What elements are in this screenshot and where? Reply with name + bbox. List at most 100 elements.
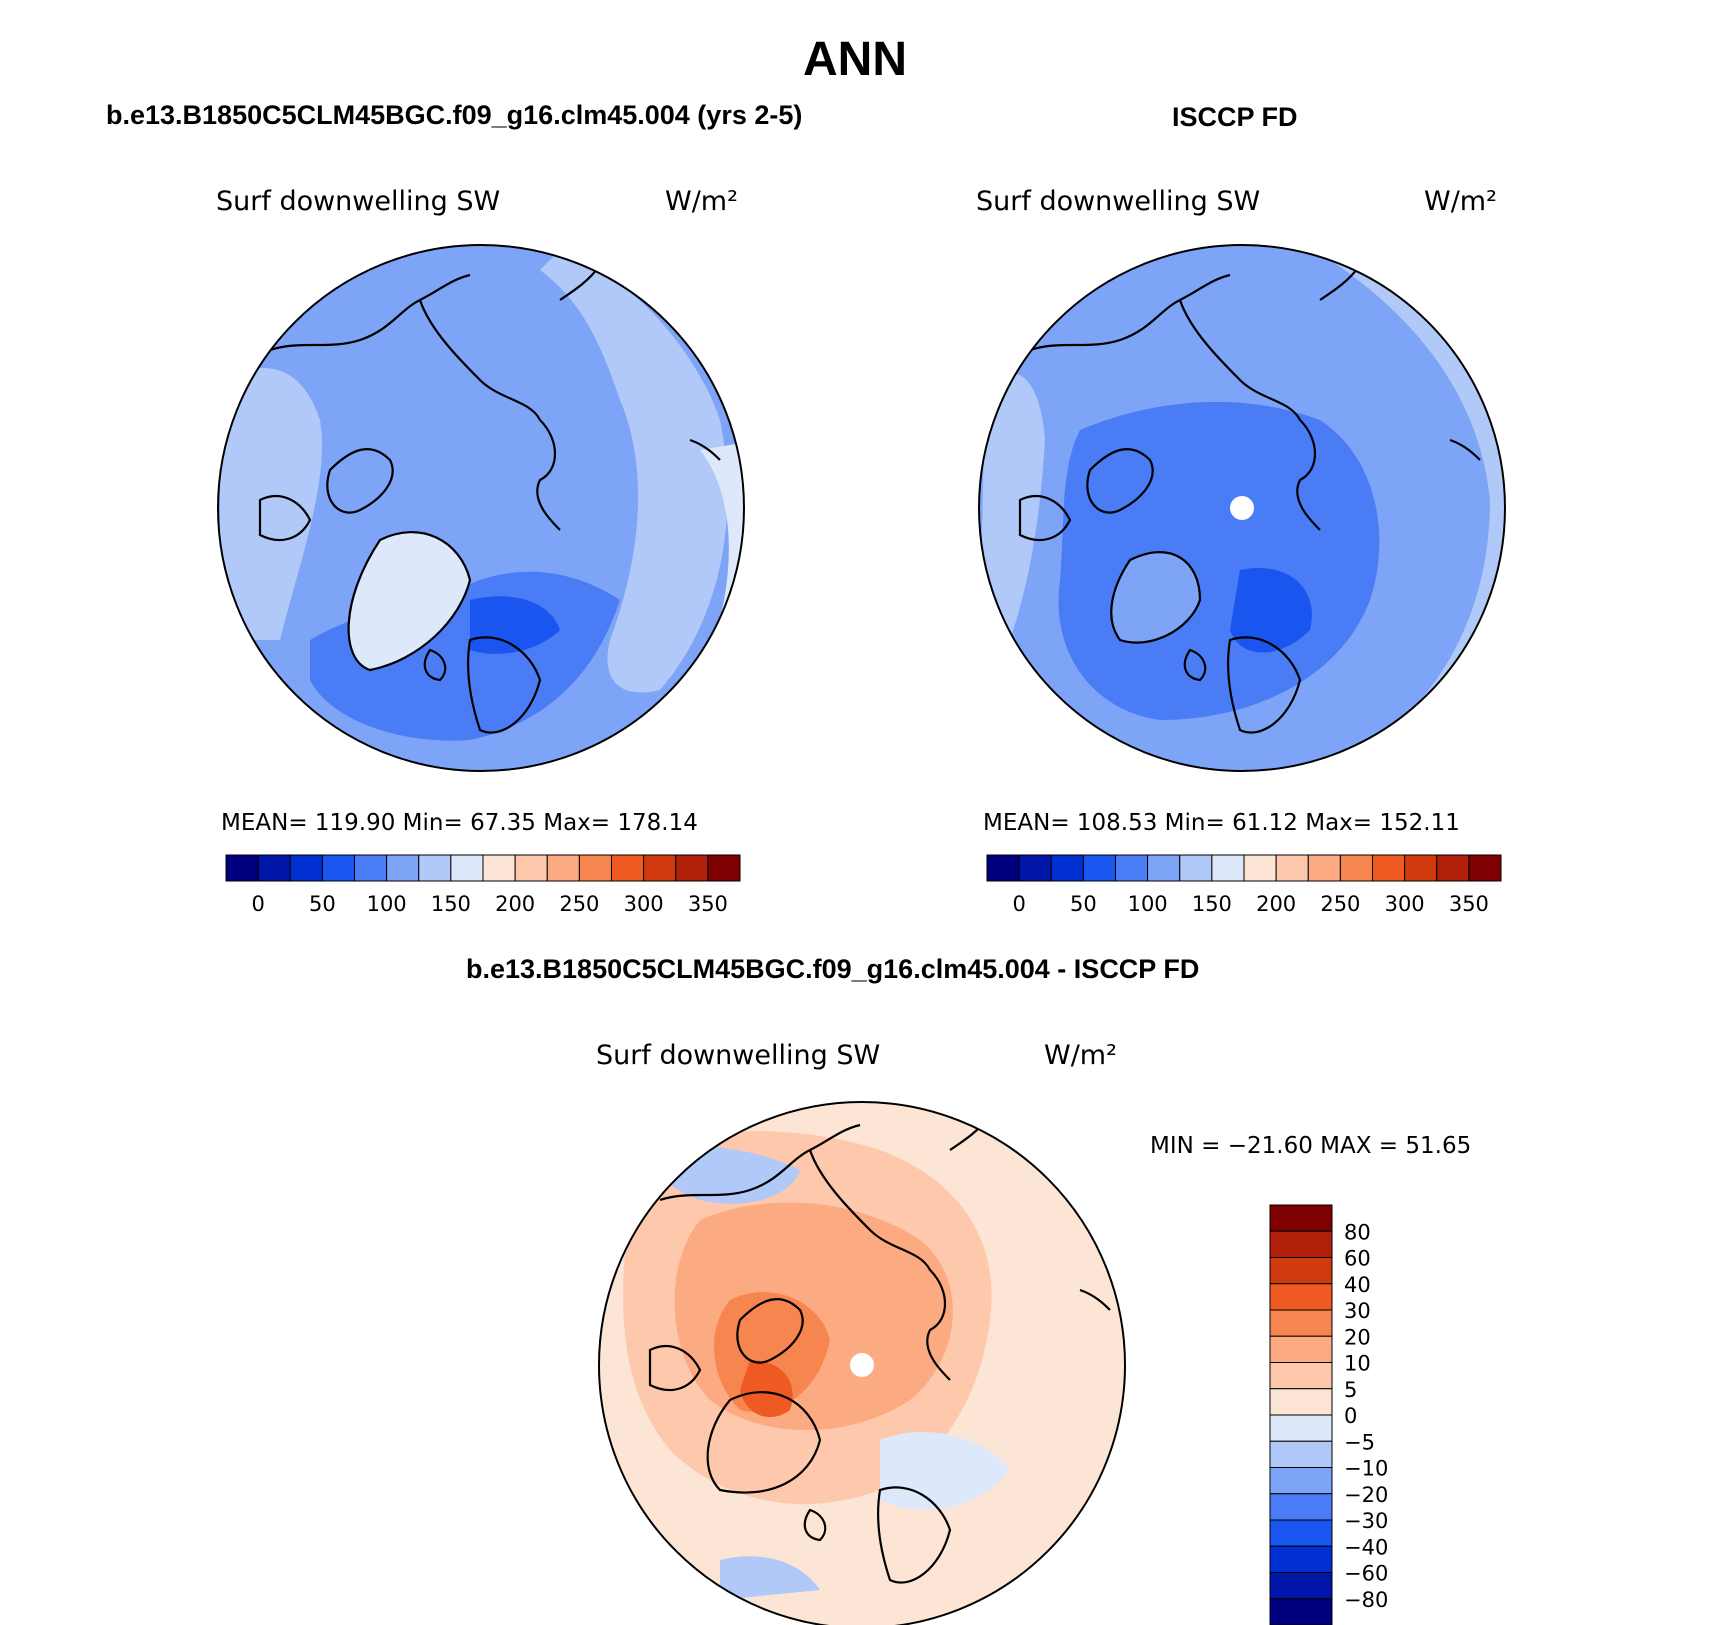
panel2-title: ISCCP FD	[1172, 102, 1298, 132]
map3-border	[598, 1101, 1126, 1625]
colorbar-tick-label: −20	[1344, 1483, 1388, 1507]
colorbar-swatch	[1269, 1545, 1333, 1573]
colorbar-swatch	[578, 854, 612, 882]
colorbar-tick-label: 40	[1344, 1273, 1371, 1297]
map2-coastlines	[1018, 264, 1481, 734]
map2-pole-hole	[1230, 496, 1254, 520]
panel2-stats: MEAN= 108.53 Min= 61.12 Max= 152.11	[983, 810, 1460, 836]
colorbar-swatch	[1468, 854, 1502, 882]
colorbar-swatch	[675, 854, 709, 882]
colorbar-tick-label: 80	[1344, 1220, 1371, 1244]
colorbar-swatch	[386, 854, 420, 882]
colorbar-swatch	[1269, 1414, 1333, 1442]
colorbar-tick-label: 50	[309, 892, 336, 916]
figure-title: ANN	[803, 33, 907, 86]
colorbar-swatch	[1307, 854, 1341, 882]
colorbar-swatch	[1269, 1467, 1333, 1495]
colorbar-swatch	[1339, 854, 1373, 882]
colorbar-swatch	[1269, 1519, 1333, 1547]
map3-field-blue-south	[720, 1556, 820, 1600]
colorbar-swatch	[1269, 1362, 1333, 1390]
colorbar-tick-label: 300	[1385, 892, 1425, 916]
colorbar-panel2: 0 50 100 150 200 250 300 350	[986, 854, 1502, 916]
colorbar-swatch	[1243, 854, 1277, 882]
map-panel1	[218, 245, 744, 771]
colorbar-swatch	[986, 854, 1020, 882]
colorbar-swatch	[1404, 854, 1438, 882]
colorbar-swatch	[1082, 854, 1116, 882]
panel1-variable: Surf downwelling SW	[216, 186, 501, 217]
colorbar-swatch	[707, 854, 741, 882]
colorbar-swatch	[1269, 1309, 1333, 1337]
colorbar-tick-label: 250	[559, 892, 599, 916]
colorbar-tick-label: 30	[1344, 1299, 1371, 1323]
map1-coastlines	[258, 264, 721, 734]
colorbar-swatch	[1269, 1230, 1333, 1258]
panel1-stats: MEAN= 119.90 Min= 67.35 Max= 178.14	[221, 810, 698, 836]
colorbar-swatch	[418, 854, 452, 882]
colorbar-swatch	[1115, 854, 1149, 882]
panel2-variable: Surf downwelling SW	[976, 186, 1261, 217]
colorbar-swatch	[1179, 854, 1213, 882]
colorbar-swatch	[1269, 1204, 1333, 1232]
colorbar-swatch	[1372, 854, 1406, 882]
colorbar-tick-label: −40	[1344, 1535, 1388, 1559]
colorbar-panel1: 0 50 100 150 200 250 300 350	[225, 854, 741, 916]
map-panel3	[599, 1102, 1125, 1625]
colorbar-swatch	[1269, 1388, 1333, 1416]
colorbar-swatch	[1269, 1440, 1333, 1468]
map3-pole-hole	[850, 1353, 874, 1377]
colorbar-tick-label: 20	[1344, 1325, 1371, 1349]
colorbar-swatch	[1269, 1257, 1333, 1285]
colorbar-swatch	[225, 854, 259, 882]
panel3-title: b.e13.B1850C5CLM45BGC.f09_g16.clm45.004 …	[466, 954, 1200, 984]
map1-field-light-west	[220, 368, 322, 640]
colorbar-swatch	[1211, 854, 1245, 882]
colorbar-swatch	[1436, 854, 1470, 882]
map2-greenland	[1111, 552, 1200, 643]
panel1-units: W/m²	[665, 186, 738, 217]
panel3-variable: Surf downwelling SW	[596, 1040, 881, 1071]
colorbar-swatch	[450, 854, 484, 882]
map2-field-darker	[1230, 568, 1312, 653]
colorbar-tick-label: 5	[1344, 1378, 1357, 1402]
map-panel2	[979, 245, 1505, 771]
colorbar-swatch	[289, 854, 323, 882]
colorbar-swatch	[1018, 854, 1052, 882]
colorbar-tick-label: 200	[495, 892, 535, 916]
colorbar-swatch	[643, 854, 677, 882]
colorbar-swatch	[1269, 1572, 1333, 1600]
colorbar-tick-label: 350	[1449, 892, 1489, 916]
colorbar-swatch	[1050, 854, 1084, 882]
colorbar-tick-label: 50	[1070, 892, 1097, 916]
map2-field-light-west	[980, 372, 1045, 640]
colorbar-tick-label: 10	[1344, 1352, 1371, 1376]
colorbar-swatch	[1269, 1598, 1333, 1625]
colorbar-tick-label: 200	[1256, 892, 1296, 916]
colorbar-tick-label: 150	[431, 892, 471, 916]
colorbar-tick-label: 100	[367, 892, 407, 916]
colorbar-swatch	[546, 854, 580, 882]
colorbar-tick-label: −5	[1344, 1430, 1375, 1454]
colorbar-swatch	[257, 854, 291, 882]
colorbar-swatch	[1269, 1493, 1333, 1521]
map1-field-darker	[470, 596, 560, 654]
colorbar-tick-label: 0	[1344, 1404, 1357, 1428]
colorbar-tick-label: 100	[1128, 892, 1168, 916]
panel2-units: W/m²	[1424, 186, 1497, 217]
colorbar-swatch	[1275, 854, 1309, 882]
colorbar-swatch	[514, 854, 548, 882]
panel3-units: W/m²	[1044, 1040, 1117, 1071]
colorbar-tick-label: 150	[1192, 892, 1232, 916]
colorbar-tick-label: 250	[1320, 892, 1360, 916]
colorbar-tick-label: 300	[624, 892, 664, 916]
colorbar-swatch	[1269, 1335, 1333, 1363]
panel1-title: b.e13.B1850C5CLM45BGC.f09_g16.clm45.004 …	[106, 100, 803, 130]
colorbar-swatch	[321, 854, 355, 882]
colorbar-swatch	[354, 854, 388, 882]
colorbar-tick-label: −80	[1344, 1588, 1388, 1612]
colorbar-tick-label: 350	[688, 892, 728, 916]
colorbar-tick-label: −60	[1344, 1562, 1388, 1586]
